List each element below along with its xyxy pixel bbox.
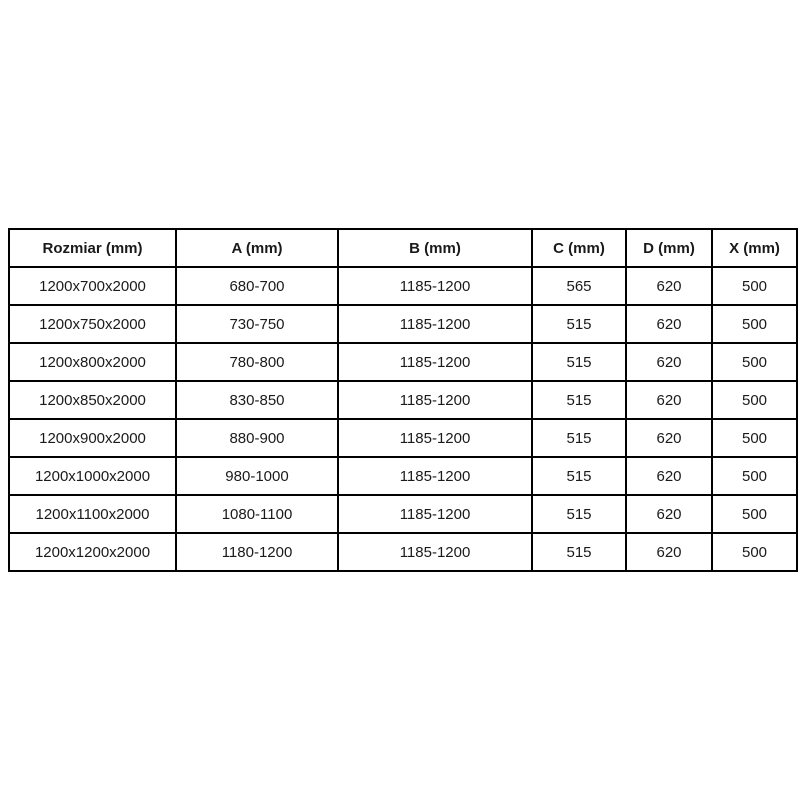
cell-rozmiar: 1200x1200x2000 [8, 532, 177, 572]
cell-c: 515 [531, 380, 627, 420]
table-row: 1200x900x2000 880-900 1185-1200 515 620 … [8, 418, 798, 458]
cell-rozmiar: 1200x1100x2000 [8, 494, 177, 534]
cell-c: 515 [531, 456, 627, 496]
cell-b: 1185-1200 [337, 494, 533, 534]
table-row: 1200x1000x2000 980-1000 1185-1200 515 62… [8, 456, 798, 496]
table-row: 1200x800x2000 780-800 1185-1200 515 620 … [8, 342, 798, 382]
column-header-d: D (mm) [625, 228, 713, 268]
cell-rozmiar: 1200x850x2000 [8, 380, 177, 420]
cell-x: 500 [711, 304, 798, 344]
cell-b: 1185-1200 [337, 342, 533, 382]
column-header-a: A (mm) [175, 228, 339, 268]
cell-x: 500 [711, 342, 798, 382]
cell-c: 515 [531, 494, 627, 534]
cell-a: 730-750 [175, 304, 339, 344]
column-header-b: B (mm) [337, 228, 533, 268]
cell-d: 620 [625, 380, 713, 420]
column-header-c: C (mm) [531, 228, 627, 268]
cell-c: 515 [531, 342, 627, 382]
cell-c: 565 [531, 266, 627, 306]
cell-b: 1185-1200 [337, 418, 533, 458]
cell-d: 620 [625, 494, 713, 534]
cell-rozmiar: 1200x750x2000 [8, 304, 177, 344]
cell-x: 500 [711, 532, 798, 572]
cell-b: 1185-1200 [337, 304, 533, 344]
cell-d: 620 [625, 266, 713, 306]
cell-d: 620 [625, 418, 713, 458]
cell-d: 620 [625, 532, 713, 572]
cell-x: 500 [711, 418, 798, 458]
table-row: 1200x700x2000 680-700 1185-1200 565 620 … [8, 266, 798, 306]
cell-x: 500 [711, 266, 798, 306]
cell-d: 620 [625, 304, 713, 344]
table-row: 1200x1200x2000 1180-1200 1185-1200 515 6… [8, 532, 798, 572]
cell-b: 1185-1200 [337, 456, 533, 496]
column-header-rozmiar: Rozmiar (mm) [8, 228, 177, 268]
cell-c: 515 [531, 418, 627, 458]
cell-a: 680-700 [175, 266, 339, 306]
cell-a: 1180-1200 [175, 532, 339, 572]
cell-b: 1185-1200 [337, 532, 533, 572]
cell-a: 980-1000 [175, 456, 339, 496]
table-header-row: Rozmiar (mm) A (mm) B (mm) C (mm) D (mm)… [8, 228, 798, 268]
cell-d: 620 [625, 456, 713, 496]
table-row: 1200x1100x2000 1080-1100 1185-1200 515 6… [8, 494, 798, 534]
cell-x: 500 [711, 380, 798, 420]
cell-rozmiar: 1200x800x2000 [8, 342, 177, 382]
cell-c: 515 [531, 304, 627, 344]
cell-b: 1185-1200 [337, 380, 533, 420]
cell-a: 780-800 [175, 342, 339, 382]
cell-d: 620 [625, 342, 713, 382]
column-header-x: X (mm) [711, 228, 798, 268]
cell-rozmiar: 1200x1000x2000 [8, 456, 177, 496]
cell-a: 1080-1100 [175, 494, 339, 534]
dimensions-table: Rozmiar (mm) A (mm) B (mm) C (mm) D (mm)… [8, 228, 798, 572]
cell-rozmiar: 1200x700x2000 [8, 266, 177, 306]
cell-x: 500 [711, 456, 798, 496]
cell-a: 880-900 [175, 418, 339, 458]
cell-rozmiar: 1200x900x2000 [8, 418, 177, 458]
table-row: 1200x850x2000 830-850 1185-1200 515 620 … [8, 380, 798, 420]
cell-a: 830-850 [175, 380, 339, 420]
table-row: 1200x750x2000 730-750 1185-1200 515 620 … [8, 304, 798, 344]
cell-x: 500 [711, 494, 798, 534]
cell-c: 515 [531, 532, 627, 572]
cell-b: 1185-1200 [337, 266, 533, 306]
